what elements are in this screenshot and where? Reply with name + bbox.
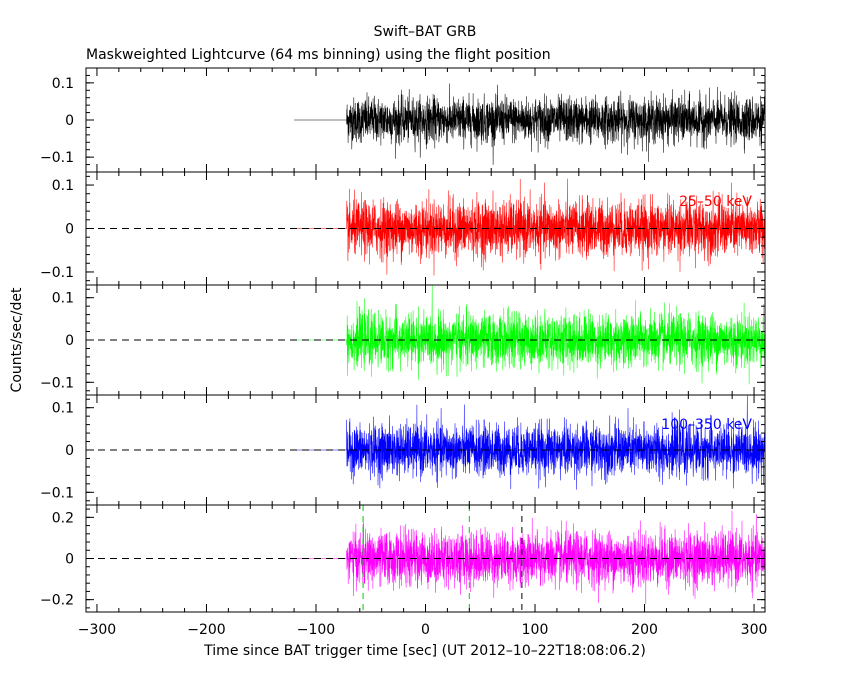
y-tick-label-band3-0: 0.1 [52,401,74,417]
panel-band1: 25–50 keV 0.1 0 −0.1 [40,171,766,286]
panels-group: 0.10−0.125–50 keV0.10−0.10.10−0.1100–350… [40,67,766,613]
y-tick-label-total-0: 0.1 [52,76,74,92]
panel-band3: 100–350 keV 0.1 0 −0.1 [40,394,766,506]
panel-total: 0.1 0 −0.1 [40,67,766,173]
y-tick-label-band1-1: 0 [65,222,74,238]
y-tick-label-band4-1: 0 [65,552,74,568]
x-tick-label-5: 200 [631,622,658,638]
x-tick-label-0: −300 [78,622,116,638]
series-line-band4 [294,510,766,604]
y-tick-label-band4-0: 0.2 [52,510,74,526]
y-tick-label-band1-2: −0.1 [40,265,74,281]
y-tick-label-band4-2: −0.2 [40,593,74,609]
y-tick-label-band2-2: −0.1 [40,375,74,391]
x-tick-label-2: −100 [297,622,335,638]
x-tick-label-1: −200 [187,622,225,638]
band-label-band1: 25–50 keV [679,194,752,210]
chart-title: Swift–BAT GRB [374,24,477,40]
panel-band2: 0.1 0 −0.1 [40,284,766,396]
x-axis: −300 −200 −100 0 100 200 300 [78,622,768,638]
series-line-band2 [294,285,766,385]
x-tick-label-6: 300 [741,622,768,638]
y-axis-label: Counts/sec/det [9,287,25,392]
series-line-band3 [294,395,766,490]
y-tick-label-band2-1: 0 [65,333,74,349]
series-line-total [294,83,766,165]
x-tick-label-4: 100 [522,622,549,638]
x-axis-label: Time since BAT trigger time [sec] (UT 20… [203,643,646,659]
y-tick-label-total-2: −0.1 [40,150,74,166]
x-tick-label-3: 0 [421,622,430,638]
band-label-band3: 100–350 keV [661,417,752,433]
chart-subtitle: Maskweighted Lightcurve (64 ms binning) … [86,47,551,63]
y-tick-label-total-1: 0 [65,113,74,129]
y-tick-label-band3-2: −0.1 [40,485,74,501]
y-tick-label-band2-0: 0.1 [52,291,74,307]
panel-band4: 0.2 0 −0.2 [40,504,766,613]
series-line-band1 [294,178,766,276]
y-tick-label-band3-1: 0 [65,443,74,459]
y-tick-label-band1-0: 0.1 [52,178,74,194]
